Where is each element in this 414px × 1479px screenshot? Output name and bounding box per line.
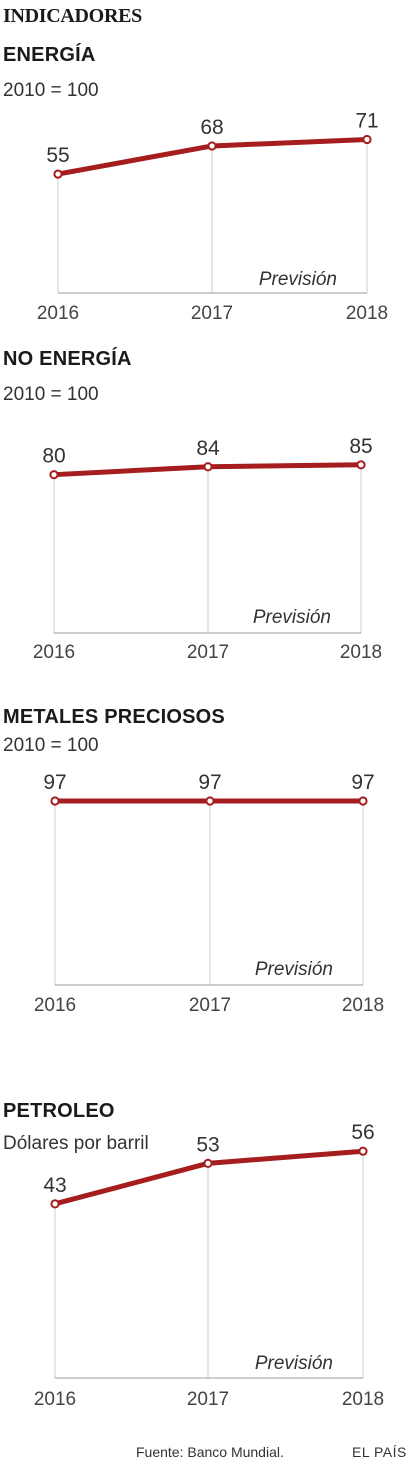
x-tick-label-2017: 2017 [187,642,229,663]
data-label-2017: 97 [198,771,221,794]
data-label-2018: 85 [349,435,372,458]
data-label-2018: 71 [355,109,378,132]
data-label-2017: 84 [196,437,220,460]
data-point-2017 [203,462,213,472]
footer-source: Fuente: Banco Mundial. [136,1444,284,1460]
panel-title-energia: ENERGÍA [3,44,96,66]
chart-no-energia: 80 84 85 2016 2017 2018 Previsión [33,435,382,663]
x-tick-label-2018: 2018 [342,995,384,1016]
data-label-2016: 55 [46,144,69,167]
footer-brand: EL PAÍS [352,1444,407,1460]
data-point-2016 [49,470,59,480]
data-point-2017 [207,141,217,151]
panel-subtitle-petroleo: Dólares por barril [3,1133,149,1154]
x-tick-label-2016: 2016 [34,1389,76,1410]
x-tick-label-2017: 2017 [191,303,233,324]
x-tick-label-2016: 2016 [33,642,75,663]
data-label-2017: 53 [196,1133,219,1156]
x-tick-label-2018: 2018 [340,642,382,663]
data-label-2016: 43 [43,1174,66,1197]
forecast-label: Previsión [255,1353,333,1374]
main-title: INDICADORES [3,5,142,27]
panel-title-metales-preciosos: METALES PRECIOSOS [3,706,225,728]
data-point-2016 [50,796,60,806]
forecast-label: Previsión [255,959,333,980]
forecast-label: Previsión [259,269,337,290]
chart-petroleo: 43 53 56 2016 2017 2018 Previsión [34,1121,384,1410]
data-label-2016: 97 [43,771,66,794]
x-tick-label-2017: 2017 [189,995,231,1016]
panel-subtitle-no-energia: 2010 = 100 [3,384,99,405]
x-tick-label-2018: 2018 [342,1389,384,1410]
data-point-2018 [362,134,372,145]
data-point-2016 [53,169,63,179]
data-point-2018 [356,460,366,470]
chart-energia: 55 68 71 2016 2017 2018 Previsión [37,109,388,324]
data-label-2017: 68 [200,116,223,139]
x-tick-label-2017: 2017 [187,1389,229,1410]
x-tick-label-2016: 2016 [34,995,76,1016]
panel-title-no-energia: NO ENERGÍA [3,348,132,370]
data-point-2018 [358,1146,368,1156]
panel-subtitle-metales-preciosos: 2010 = 100 [3,735,99,756]
data-label-2016: 80 [42,445,65,468]
panel-subtitle-energia: 2010 = 100 [3,80,99,101]
data-label-2018: 56 [351,1121,374,1144]
data-point-2018 [358,796,368,806]
data-point-2016 [50,1199,60,1209]
panel-title-petroleo: PETROLEO [3,1100,115,1122]
x-tick-label-2018: 2018 [346,303,388,324]
x-tick-label-2016: 2016 [37,303,79,324]
data-point-2017 [203,1158,213,1168]
data-label-2018: 97 [351,771,374,794]
chart-metales-preciosos: 97 97 97 2016 2017 2018 Previsión [34,771,384,1016]
data-point-2017 [205,796,215,806]
forecast-label: Previsión [253,607,331,628]
